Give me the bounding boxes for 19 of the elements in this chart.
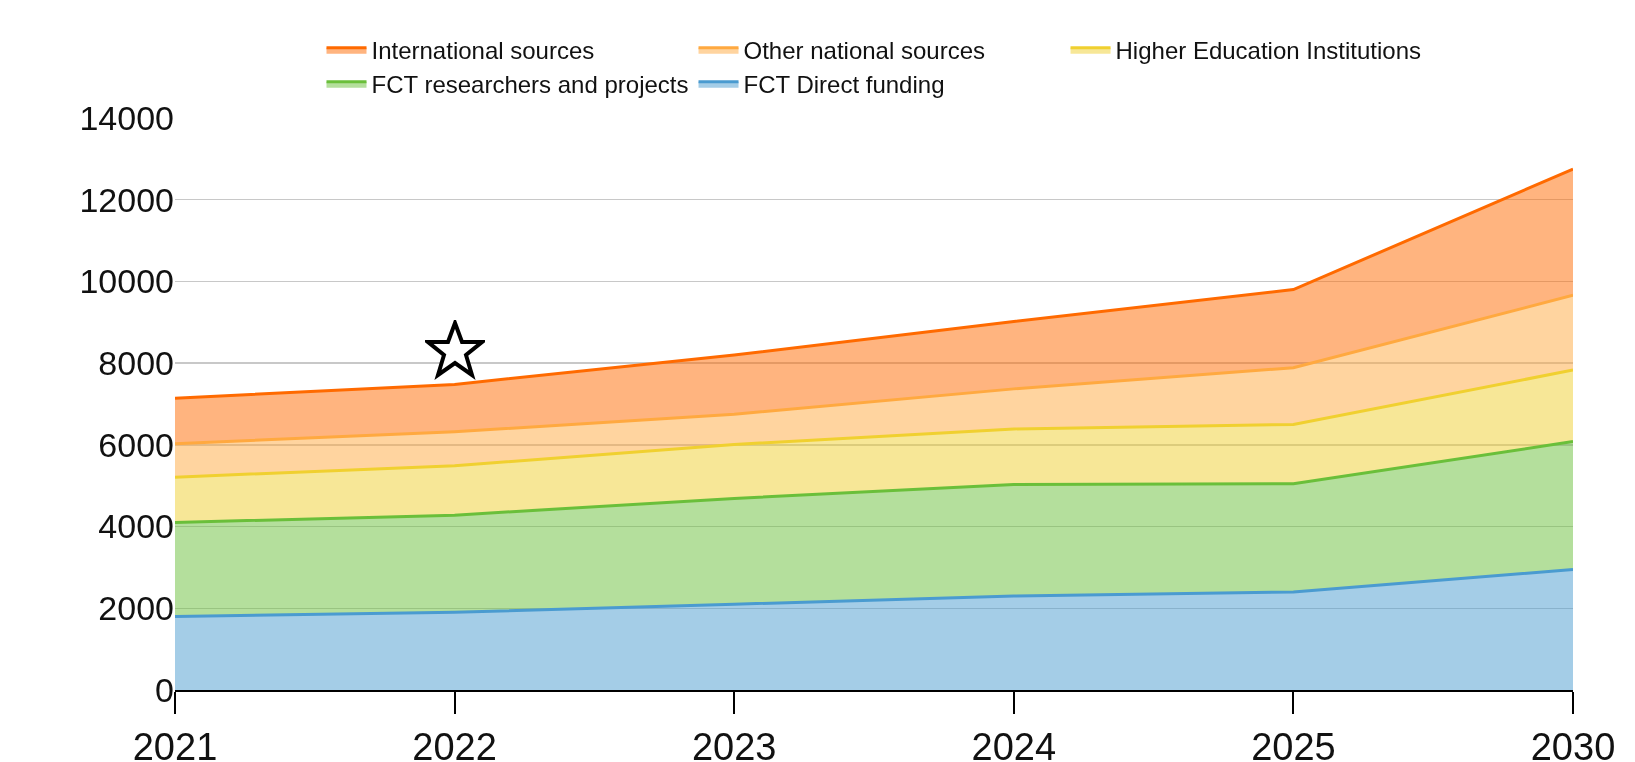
legend-label: Other national sources — [743, 37, 985, 65]
y-tick-label: 10000 — [79, 262, 174, 301]
x-tick-label: 2022 — [412, 725, 497, 762]
x-tick-label: 2023 — [691, 725, 777, 762]
legend-label: FCT researchers and projects — [371, 71, 689, 99]
legend-label: FCT Direct funding — [743, 71, 945, 99]
y-tick-label: 0 — [155, 670, 174, 709]
y-tick-label: 4000 — [98, 507, 174, 546]
x-tick-label: 2021 — [132, 725, 218, 762]
y-tick-label: 12000 — [79, 180, 174, 219]
legend-label: Higher Education Institutions — [1115, 37, 1422, 65]
y-tick-label: 6000 — [98, 425, 174, 464]
x-tick-label: 2024 — [971, 725, 1057, 762]
x-tick-label: 2025 — [1251, 725, 1336, 762]
y-tick-label: 2000 — [98, 589, 174, 628]
x-tick-label: 2030 — [1530, 725, 1616, 762]
legend-label: International sources — [371, 37, 595, 65]
y-tick-label: 8000 — [98, 344, 174, 383]
y-tick-label: 14000 — [79, 98, 174, 137]
